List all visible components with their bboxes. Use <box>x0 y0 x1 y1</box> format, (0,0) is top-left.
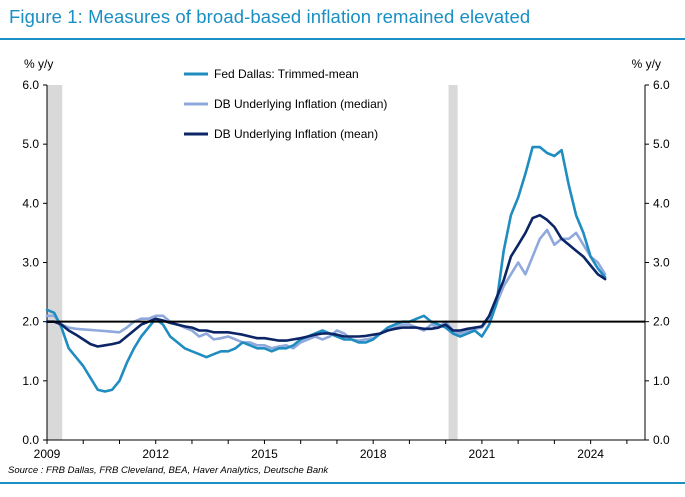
y-tick-label-right: 3.0 <box>653 256 670 270</box>
series-line-2 <box>45 228 607 350</box>
series-line-1 <box>45 145 607 393</box>
legend: Fed Dallas: Trimmed-mean DB Underlying In… <box>184 67 387 141</box>
y-tick-label-right: 0.0 <box>653 433 670 447</box>
y-tick-label-right: 4.0 <box>653 196 670 210</box>
y-tick-label-right: 1.0 <box>653 374 670 388</box>
legend-label-3: DB Underlying Inflation (mean) <box>214 127 378 141</box>
y-tick-label-left: 2.0 <box>22 315 39 329</box>
y-tick-label-right: 6.0 <box>653 78 670 92</box>
series-group <box>45 145 645 393</box>
recession-shading-group <box>47 85 458 440</box>
x-tick-label: 2024 <box>577 447 604 461</box>
y-tick-label-left: 3.0 <box>22 256 39 270</box>
page-title: Figure 1: Measures of broad-based inflat… <box>9 6 531 27</box>
y-axis-unit-right: % y/y <box>632 57 661 71</box>
x-tick-label: 2021 <box>469 447 496 461</box>
y-tick-label-left: 1.0 <box>22 374 39 388</box>
recession-band-2 <box>448 85 458 440</box>
x-tick-label: 2012 <box>142 447 169 461</box>
series-line-3 <box>45 213 607 348</box>
chart-axes: 0.0 0.0 1.0 1.0 2.0 2.0 3.0 3.0 4.0 4.0 5.0 5.0 6.0 6… <box>22 57 670 461</box>
y-tick-label-left: 6.0 <box>22 78 39 92</box>
source-note: Source : FRB Dallas, FRB Cleveland, BEA,… <box>8 465 329 476</box>
x-tick-label: 2018 <box>360 447 387 461</box>
legend-label-1: Fed Dallas: Trimmed-mean <box>214 67 359 81</box>
legend-label-2: DB Underlying Inflation (median) <box>214 97 387 111</box>
x-tick-label: 2015 <box>251 447 278 461</box>
recession-band-1 <box>47 85 63 440</box>
y-tick-label-right: 5.0 <box>653 137 670 151</box>
bottom-divider <box>0 482 685 484</box>
x-tick-label: 2009 <box>34 447 61 461</box>
y-tick-label-right: 2.0 <box>653 315 670 329</box>
y-tick-label-left: 4.0 <box>22 196 39 210</box>
y-tick-label-left: 0.0 <box>22 433 39 447</box>
y-axis-unit-left: % y/y <box>24 57 53 71</box>
y-tick-label-left: 5.0 <box>22 137 39 151</box>
title-divider <box>0 38 685 40</box>
